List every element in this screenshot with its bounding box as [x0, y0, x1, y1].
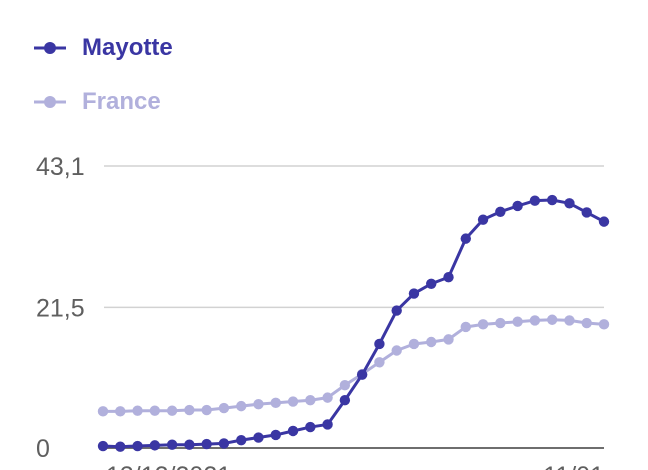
data-point[interactable] — [443, 334, 454, 345]
data-point[interactable] — [512, 200, 523, 212]
data-point[interactable] — [166, 405, 178, 416]
data-point[interactable] — [529, 315, 541, 326]
series-line — [103, 318, 605, 413]
data-point[interactable] — [201, 404, 212, 416]
legend-marker-icon — [34, 96, 66, 108]
data-point[interactable] — [546, 314, 558, 325]
data-point[interactable] — [236, 434, 247, 446]
data-point[interactable] — [495, 206, 506, 218]
legend: Mayotte France — [32, 28, 173, 136]
data-point[interactable] — [477, 319, 489, 330]
data-point[interactable] — [149, 440, 161, 451]
data-point[interactable] — [322, 419, 333, 430]
data-point[interactable] — [495, 317, 506, 329]
data-point[interactable] — [426, 336, 437, 348]
data-point[interactable] — [408, 288, 420, 299]
data-point[interactable] — [305, 421, 316, 433]
data-point[interactable] — [356, 369, 368, 380]
legend-label: Mayotte — [82, 34, 173, 61]
data-point[interactable] — [201, 438, 212, 450]
y-tick-label: 0 — [36, 435, 50, 463]
data-point[interactable] — [305, 395, 316, 406]
data-point[interactable] — [546, 194, 558, 206]
data-point[interactable] — [270, 397, 281, 409]
series-layer — [97, 194, 610, 452]
data-point[interactable] — [598, 319, 610, 330]
data-point[interactable] — [564, 198, 575, 209]
data-point[interactable] — [460, 233, 471, 244]
legend-label: France — [82, 88, 161, 115]
series-mayotte — [97, 194, 610, 452]
data-point[interactable] — [374, 357, 385, 368]
data-point[interactable] — [391, 345, 402, 356]
y-tick-label: 43,1 — [36, 153, 85, 181]
data-point[interactable] — [97, 406, 109, 417]
legend-marker-icon — [34, 42, 66, 54]
data-point[interactable] — [115, 441, 126, 452]
data-point[interactable] — [339, 379, 351, 391]
data-point[interactable] — [477, 214, 489, 225]
data-point[interactable] — [339, 395, 351, 406]
data-point[interactable] — [132, 440, 143, 452]
series-france — [97, 314, 610, 417]
data-point[interactable] — [132, 405, 143, 416]
data-point[interactable] — [529, 195, 541, 206]
data-point[interactable] — [270, 429, 281, 441]
data-point[interactable] — [166, 439, 178, 450]
legend-item-mayotte[interactable]: Mayotte — [32, 28, 173, 68]
data-point[interactable] — [253, 398, 264, 410]
data-point[interactable] — [374, 338, 385, 350]
data-point[interactable] — [115, 406, 126, 417]
data-point[interactable] — [253, 432, 264, 443]
data-point[interactable] — [287, 425, 299, 437]
data-point[interactable] — [322, 392, 333, 403]
x-tick-label: 13/12/2021 — [106, 462, 231, 470]
data-point[interactable] — [218, 438, 230, 449]
x-axis-ticks: 13/12/2021 11/01 — [106, 462, 604, 470]
data-point[interactable] — [598, 216, 610, 227]
legend-item-france[interactable]: France — [32, 82, 173, 122]
data-point[interactable] — [408, 338, 420, 350]
y-axis-ticks: 0 21,5 43,1 — [36, 153, 85, 463]
data-point[interactable] — [97, 440, 109, 452]
data-point[interactable] — [391, 305, 402, 316]
data-point[interactable] — [581, 207, 592, 218]
x-tick-label: 11/01 — [543, 462, 604, 470]
data-point[interactable] — [149, 405, 161, 416]
data-point[interactable] — [460, 321, 471, 333]
data-point[interactable] — [426, 278, 437, 289]
data-point[interactable] — [581, 317, 592, 329]
data-point[interactable] — [184, 404, 195, 416]
data-point[interactable] — [564, 315, 575, 326]
gridlines — [104, 165, 604, 449]
data-point[interactable] — [287, 396, 299, 407]
y-tick-label: 21,5 — [36, 294, 85, 322]
data-point[interactable] — [236, 400, 247, 412]
data-point[interactable] — [512, 316, 523, 327]
data-point[interactable] — [184, 439, 195, 450]
data-point[interactable] — [443, 272, 454, 283]
data-point[interactable] — [218, 402, 230, 414]
